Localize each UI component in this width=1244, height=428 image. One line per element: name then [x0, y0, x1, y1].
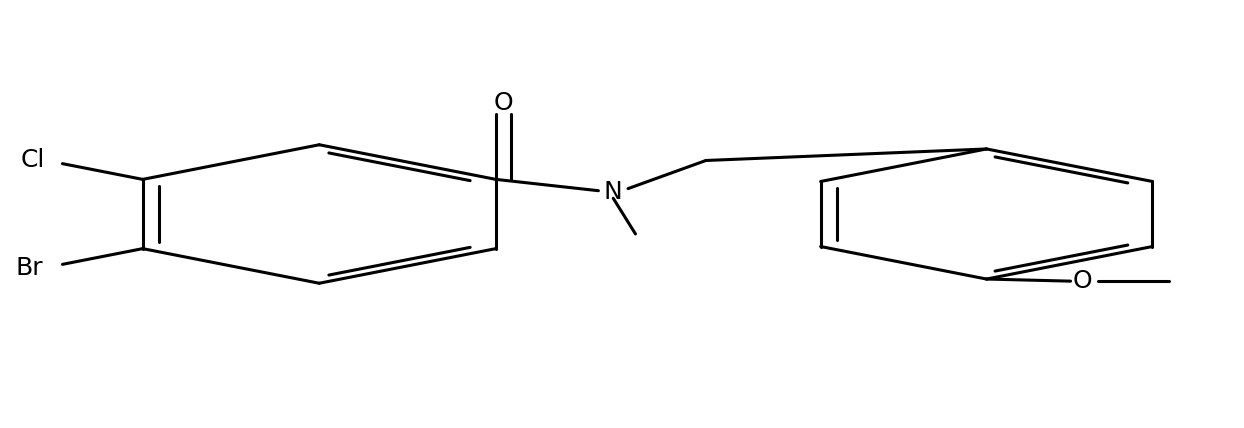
Text: N: N: [603, 180, 622, 204]
Text: Cl: Cl: [21, 148, 45, 172]
Text: O: O: [1074, 269, 1092, 293]
Text: O: O: [494, 91, 513, 115]
Text: Br: Br: [15, 256, 42, 280]
